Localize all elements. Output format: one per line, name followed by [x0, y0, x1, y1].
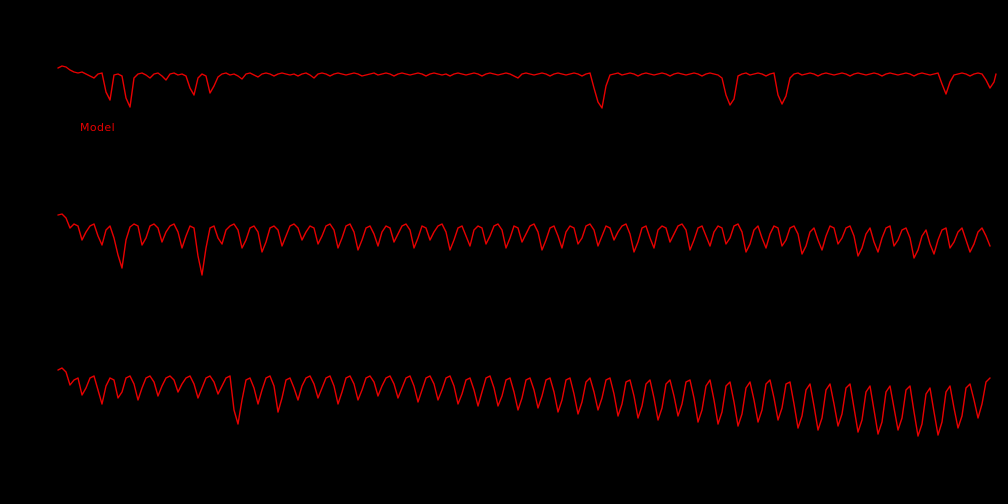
panel-top-spectrum: [57, 65, 997, 109]
panel-bottom-line: [57, 367, 991, 437]
panel-middle-line: [57, 213, 991, 276]
panel-top-line: [57, 65, 997, 109]
panel-bottom-spectrum: [57, 367, 991, 437]
panel-middle-spectrum: [57, 213, 991, 276]
legend-label-model: Model: [80, 121, 116, 134]
